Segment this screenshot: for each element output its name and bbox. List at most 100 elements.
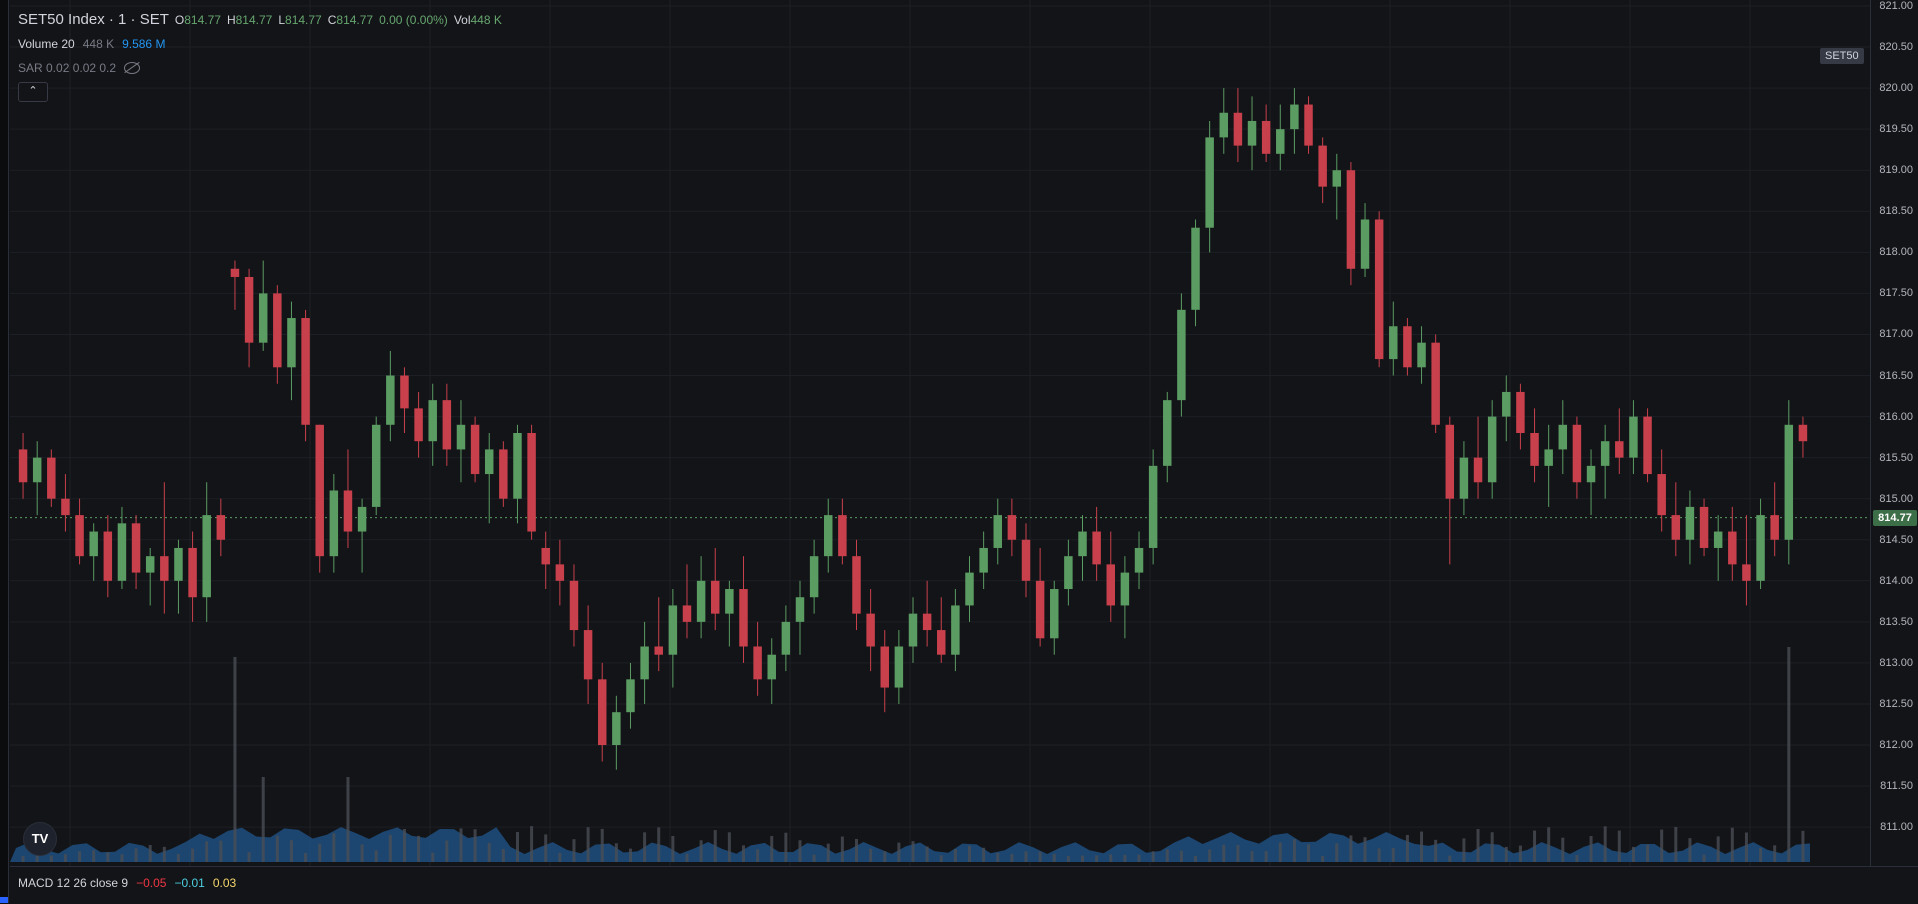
tradingview-logo-icon[interactable]: TV (23, 822, 57, 856)
volume-bar (346, 777, 350, 862)
candle-body (795, 597, 805, 622)
candle-body (993, 515, 1002, 548)
volume-bar (1391, 847, 1395, 862)
volume-bar (1420, 831, 1424, 862)
candle-body (866, 613, 875, 647)
candle-body (640, 646, 649, 680)
candle-body (442, 400, 452, 450)
candle-body (1699, 506, 1709, 548)
volume-bar (628, 848, 632, 862)
candle-body (400, 375, 409, 409)
volume-bar (897, 842, 901, 862)
volume-bar (1250, 851, 1254, 862)
volume-bar (318, 843, 322, 862)
volume-bar (1575, 855, 1579, 862)
candle-body (1431, 342, 1440, 425)
price-tick-label: 814.50 (1879, 533, 1913, 546)
candle-body (1629, 416, 1638, 458)
volume-bar (911, 841, 915, 862)
candle-body (1558, 424, 1568, 450)
volume-value-2: 9.586 M (122, 37, 166, 51)
close-value: 814.77 (336, 13, 374, 27)
volume-bar (1561, 837, 1565, 862)
volume-bar (1010, 853, 1014, 862)
volume-bar (685, 853, 689, 862)
candle-body (1742, 564, 1751, 581)
volume-bar (1504, 846, 1508, 862)
volume-bar (1081, 855, 1085, 862)
macd-pane[interactable]: MACD 12 26 close 9 −0.05 −0.01 0.03 (10, 866, 1918, 904)
candle-body (456, 424, 466, 450)
candle-body (1544, 449, 1553, 466)
candle-body (1389, 326, 1398, 360)
volume-bar (614, 843, 618, 862)
macd-value-1: −0.05 (136, 876, 167, 890)
candlestick-chart[interactable] (10, 0, 1870, 866)
candle-body (965, 572, 974, 606)
candle-body (75, 515, 84, 557)
volume-bar (1730, 827, 1734, 862)
volume-indicator-legend[interactable]: Volume 20 448 K 9.586 M (18, 32, 502, 56)
symbol-title[interactable]: SET50 Index · 1 · SET (18, 11, 169, 28)
candle-body (1403, 326, 1412, 368)
vol-value: 448 K (470, 13, 502, 27)
candle-body (1261, 120, 1271, 154)
candle-body (541, 547, 550, 565)
price-tick-label: 817.00 (1879, 328, 1913, 341)
candle-body (555, 564, 565, 581)
candle-body (1417, 342, 1426, 368)
candle-body (809, 556, 819, 598)
candle-body (315, 424, 324, 557)
volume-bar (741, 845, 745, 862)
price-axis[interactable]: 821.00 820.50 820.00 819.50 819.00 818.50 818.… (1870, 0, 1918, 866)
volume-bar (332, 833, 336, 862)
volume-bar (1787, 647, 1791, 862)
volume-bar (1674, 827, 1678, 862)
volume-bar (473, 829, 477, 862)
candle-body (1346, 170, 1356, 269)
volume-bar (1222, 844, 1226, 862)
volume-bar (1038, 851, 1042, 862)
candle-body (696, 580, 706, 622)
volume-bar (431, 852, 435, 862)
candle-body (1615, 441, 1624, 458)
volume-label: Volume 20 (18, 37, 75, 51)
volume-bar (1405, 835, 1409, 862)
volume-bar (1518, 845, 1522, 862)
volume-bar (49, 855, 53, 862)
macd-label: MACD 12 26 close 9 (18, 876, 129, 890)
candle-body (1007, 515, 1017, 540)
volume-bar (1052, 853, 1056, 862)
volume-bar (1688, 838, 1692, 862)
volume-bar (247, 852, 251, 862)
volume-bar (925, 846, 929, 862)
candle-body (145, 556, 155, 573)
volume-bar (798, 840, 802, 862)
sar-indicator-legend[interactable]: SAR 0.02 0.02 0.2 (18, 56, 502, 80)
volume-bar (63, 854, 67, 862)
price-tick-label: 811.00 (1880, 821, 1913, 834)
volume-bar (360, 844, 364, 862)
candle-body (343, 490, 353, 532)
open-key: O (174, 13, 185, 27)
candle-body (1134, 547, 1144, 573)
volume-bar (1208, 849, 1212, 862)
volume-bar (487, 842, 491, 862)
price-tick-label: 820.50 (1879, 41, 1913, 54)
candle-body (1487, 416, 1497, 483)
volume-bar (191, 848, 195, 862)
price-tick-label: 814.00 (1879, 574, 1913, 587)
candle-body (1572, 424, 1582, 483)
volume-bar (120, 854, 124, 862)
collapse-legend-button[interactable]: ⌃ (18, 82, 48, 102)
candle-body (499, 449, 508, 499)
volume-bar (1617, 830, 1621, 862)
eye-off-icon[interactable] (124, 62, 141, 74)
volume-bar (445, 840, 449, 862)
candle-body (894, 646, 904, 688)
volume-bar (1236, 844, 1240, 862)
candle-body (470, 424, 480, 475)
macd-value-2: −0.01 (174, 876, 205, 890)
candle-body (1728, 531, 1737, 565)
candle-body (1459, 457, 1469, 499)
